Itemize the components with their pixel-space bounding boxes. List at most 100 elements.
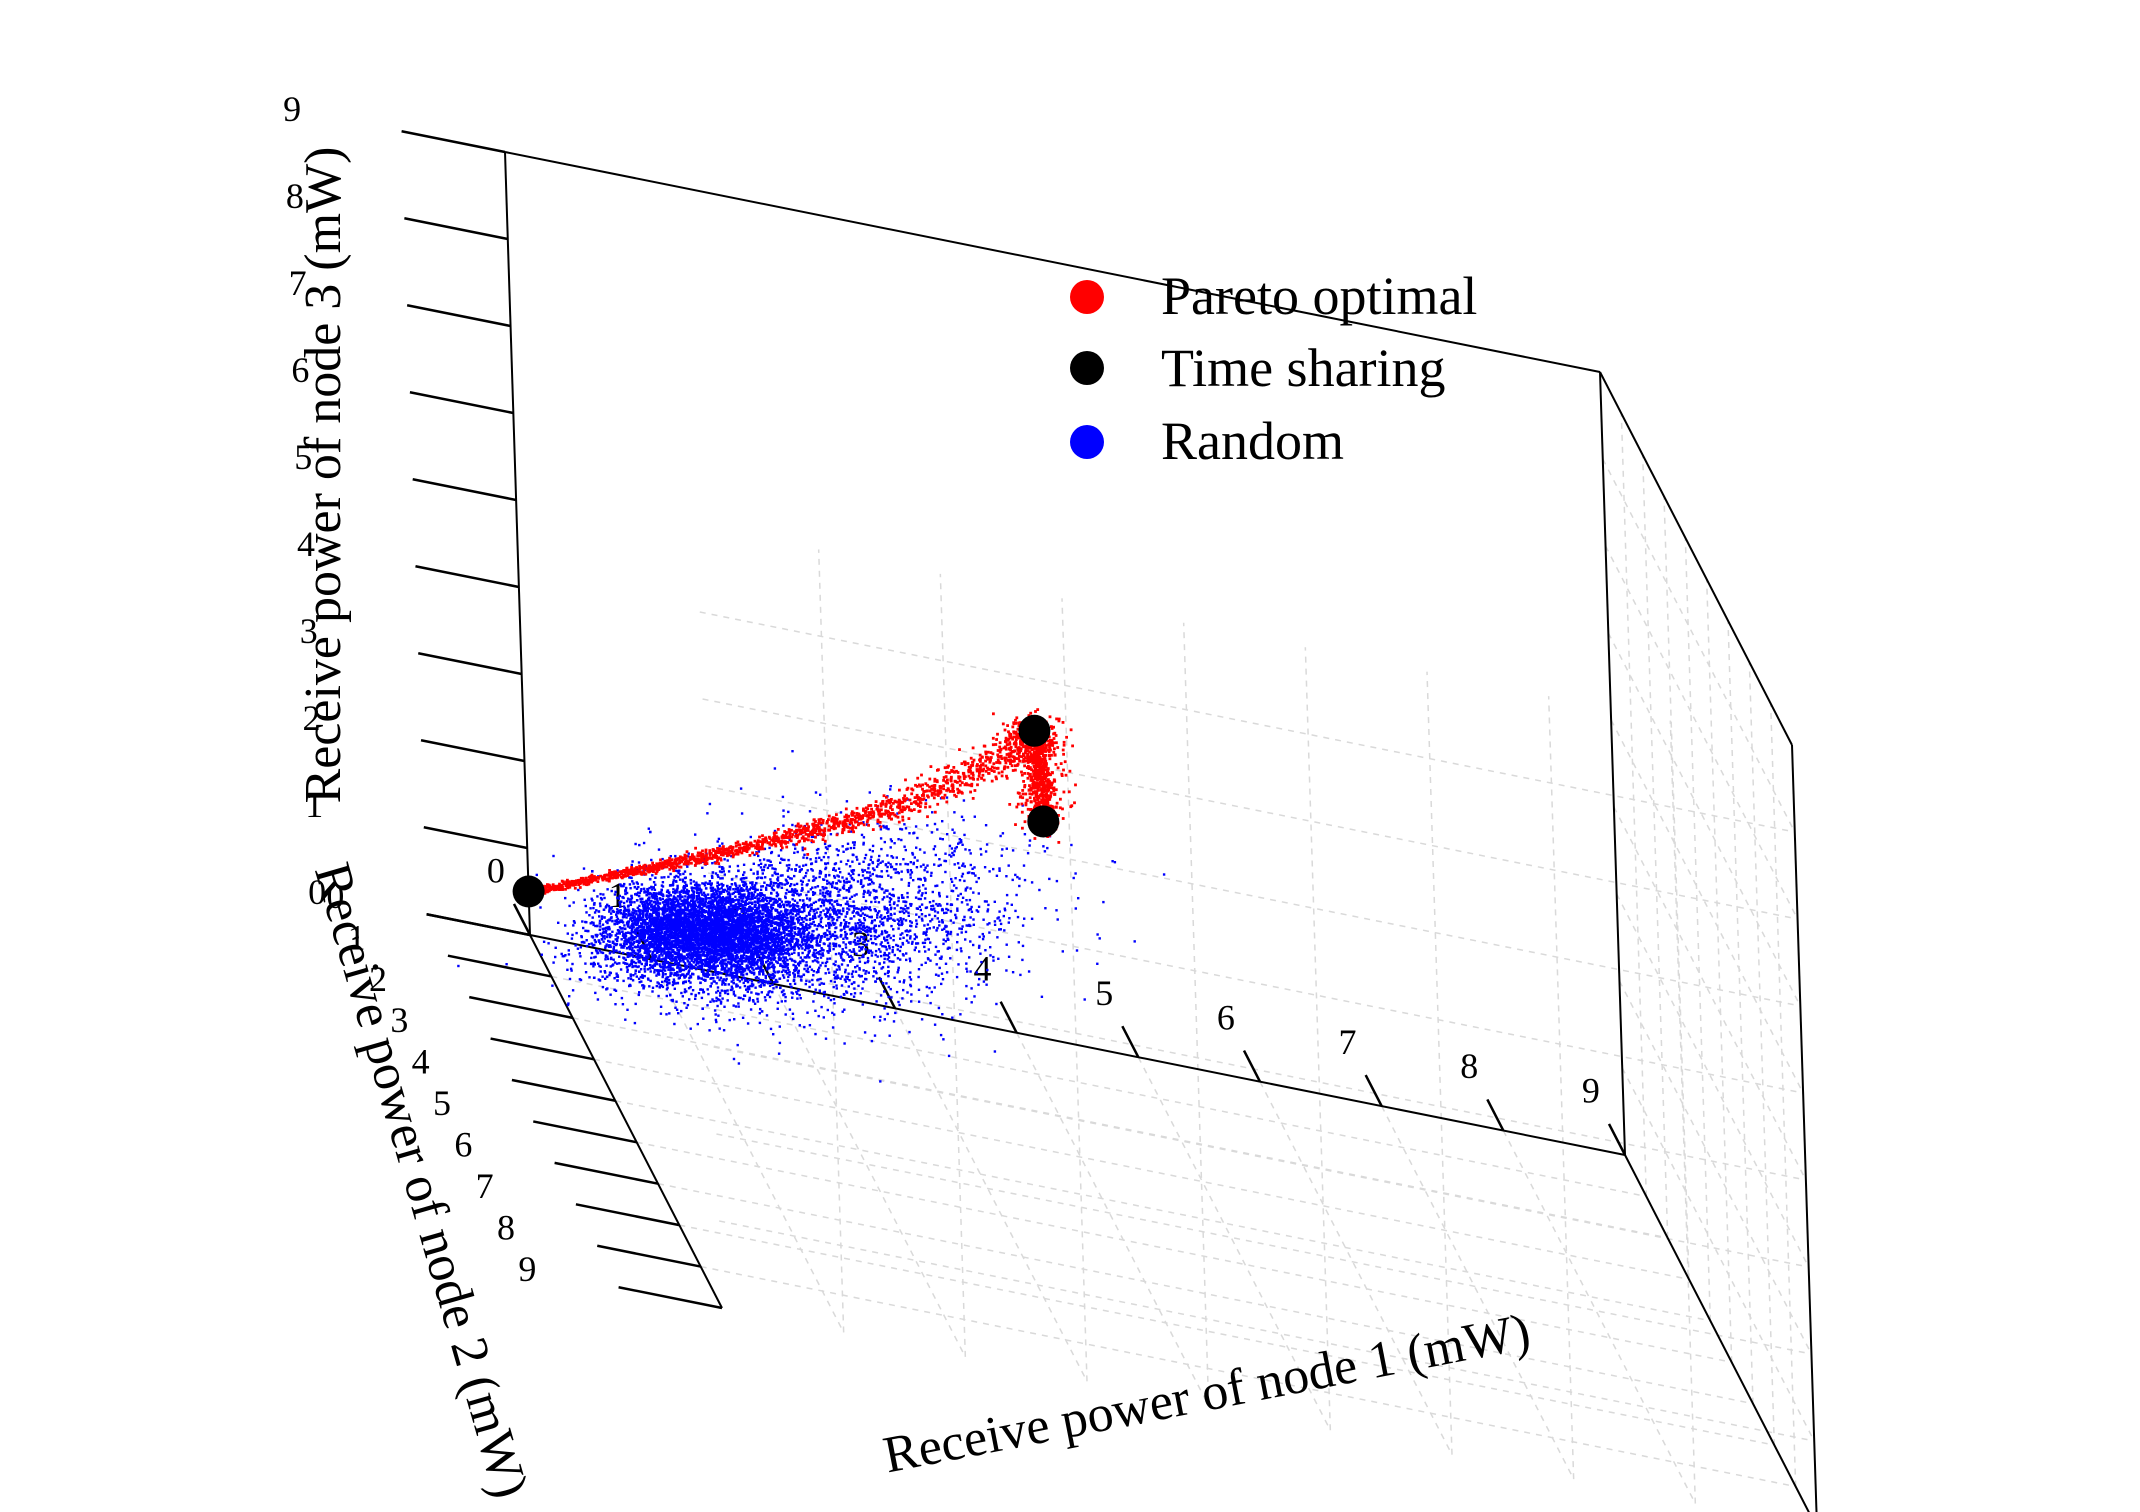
random-point	[654, 902, 658, 905]
random-point	[764, 905, 767, 909]
random-point	[879, 954, 883, 958]
random-point	[751, 999, 755, 1002]
random-point	[457, 964, 460, 968]
random-point	[876, 913, 879, 917]
random-point	[663, 980, 667, 983]
random-point	[819, 793, 822, 796]
random-point	[846, 907, 849, 910]
random-point	[804, 863, 808, 867]
random-point	[651, 893, 654, 897]
random-point	[832, 962, 835, 966]
random-point	[737, 996, 740, 999]
random-point	[837, 879, 840, 882]
random-point	[697, 977, 700, 980]
random-point	[874, 970, 877, 973]
random-point	[866, 956, 870, 960]
random-point	[827, 856, 830, 859]
random-point	[676, 965, 680, 968]
random-point	[871, 872, 874, 876]
random-point	[858, 949, 861, 952]
random-point	[613, 961, 617, 964]
random-point	[757, 854, 760, 858]
random-point	[940, 982, 943, 986]
random-point	[938, 895, 941, 898]
random-point	[802, 876, 805, 880]
random-point	[723, 897, 726, 900]
random-point	[909, 873, 912, 876]
random-point	[909, 978, 913, 981]
random-point	[749, 868, 753, 871]
random-point	[607, 904, 611, 908]
random-point	[1015, 893, 1018, 897]
random-point	[769, 884, 772, 887]
random-point	[866, 960, 869, 964]
random-point	[571, 962, 574, 966]
random-point	[958, 866, 961, 869]
random-point	[904, 900, 907, 904]
random-point	[639, 968, 643, 971]
random-point	[890, 865, 893, 869]
random-point	[812, 970, 816, 973]
random-point	[938, 893, 941, 896]
random-point	[768, 945, 771, 948]
random-point	[868, 893, 871, 897]
random-point	[872, 975, 875, 978]
random-point	[738, 958, 742, 961]
random-point	[812, 893, 815, 896]
random-point	[1070, 843, 1073, 847]
random-point	[677, 871, 680, 875]
random-point	[592, 921, 595, 925]
random-point	[547, 942, 550, 945]
random-point	[811, 954, 815, 957]
random-point	[861, 870, 865, 873]
random-point	[718, 870, 722, 873]
random-point	[852, 927, 855, 931]
random-point	[879, 861, 882, 864]
random-point	[707, 897, 710, 900]
random-point	[824, 933, 827, 936]
random-point	[708, 1029, 711, 1032]
random-point	[799, 923, 802, 926]
random-point	[792, 934, 796, 938]
grid-line-side-z	[1602, 458, 1796, 833]
random-point	[790, 928, 793, 931]
random-point	[619, 968, 623, 971]
random-point	[629, 903, 632, 906]
random-point	[789, 915, 792, 918]
random-point	[745, 979, 748, 982]
random-point	[773, 767, 777, 770]
random-point	[712, 900, 716, 903]
random-point	[654, 883, 657, 886]
random-point	[928, 913, 931, 917]
random-point	[834, 942, 838, 946]
random-point	[1008, 917, 1011, 920]
random-point	[827, 917, 830, 921]
random-point	[785, 882, 789, 885]
random-point	[872, 882, 875, 885]
random-point	[624, 931, 628, 935]
random-point	[820, 858, 823, 862]
random-point	[634, 936, 637, 939]
random-point	[787, 969, 790, 972]
random-point	[695, 881, 698, 884]
random-point	[833, 886, 837, 889]
random-point	[671, 902, 675, 905]
random-point	[718, 1027, 721, 1030]
random-point	[814, 791, 818, 794]
random-point	[952, 921, 955, 924]
random-point	[771, 867, 774, 870]
random-point	[776, 980, 779, 983]
random-point	[727, 952, 730, 956]
random-point	[777, 854, 780, 857]
random-point	[877, 901, 881, 904]
random-point	[859, 935, 863, 939]
random-point	[778, 977, 781, 980]
random-point	[857, 922, 860, 925]
random-point	[742, 863, 746, 866]
random-point	[795, 882, 799, 886]
random-point	[812, 835, 815, 838]
random-point	[880, 875, 884, 878]
random-point	[658, 964, 662, 968]
random-point	[675, 898, 679, 901]
random-point	[778, 955, 781, 959]
